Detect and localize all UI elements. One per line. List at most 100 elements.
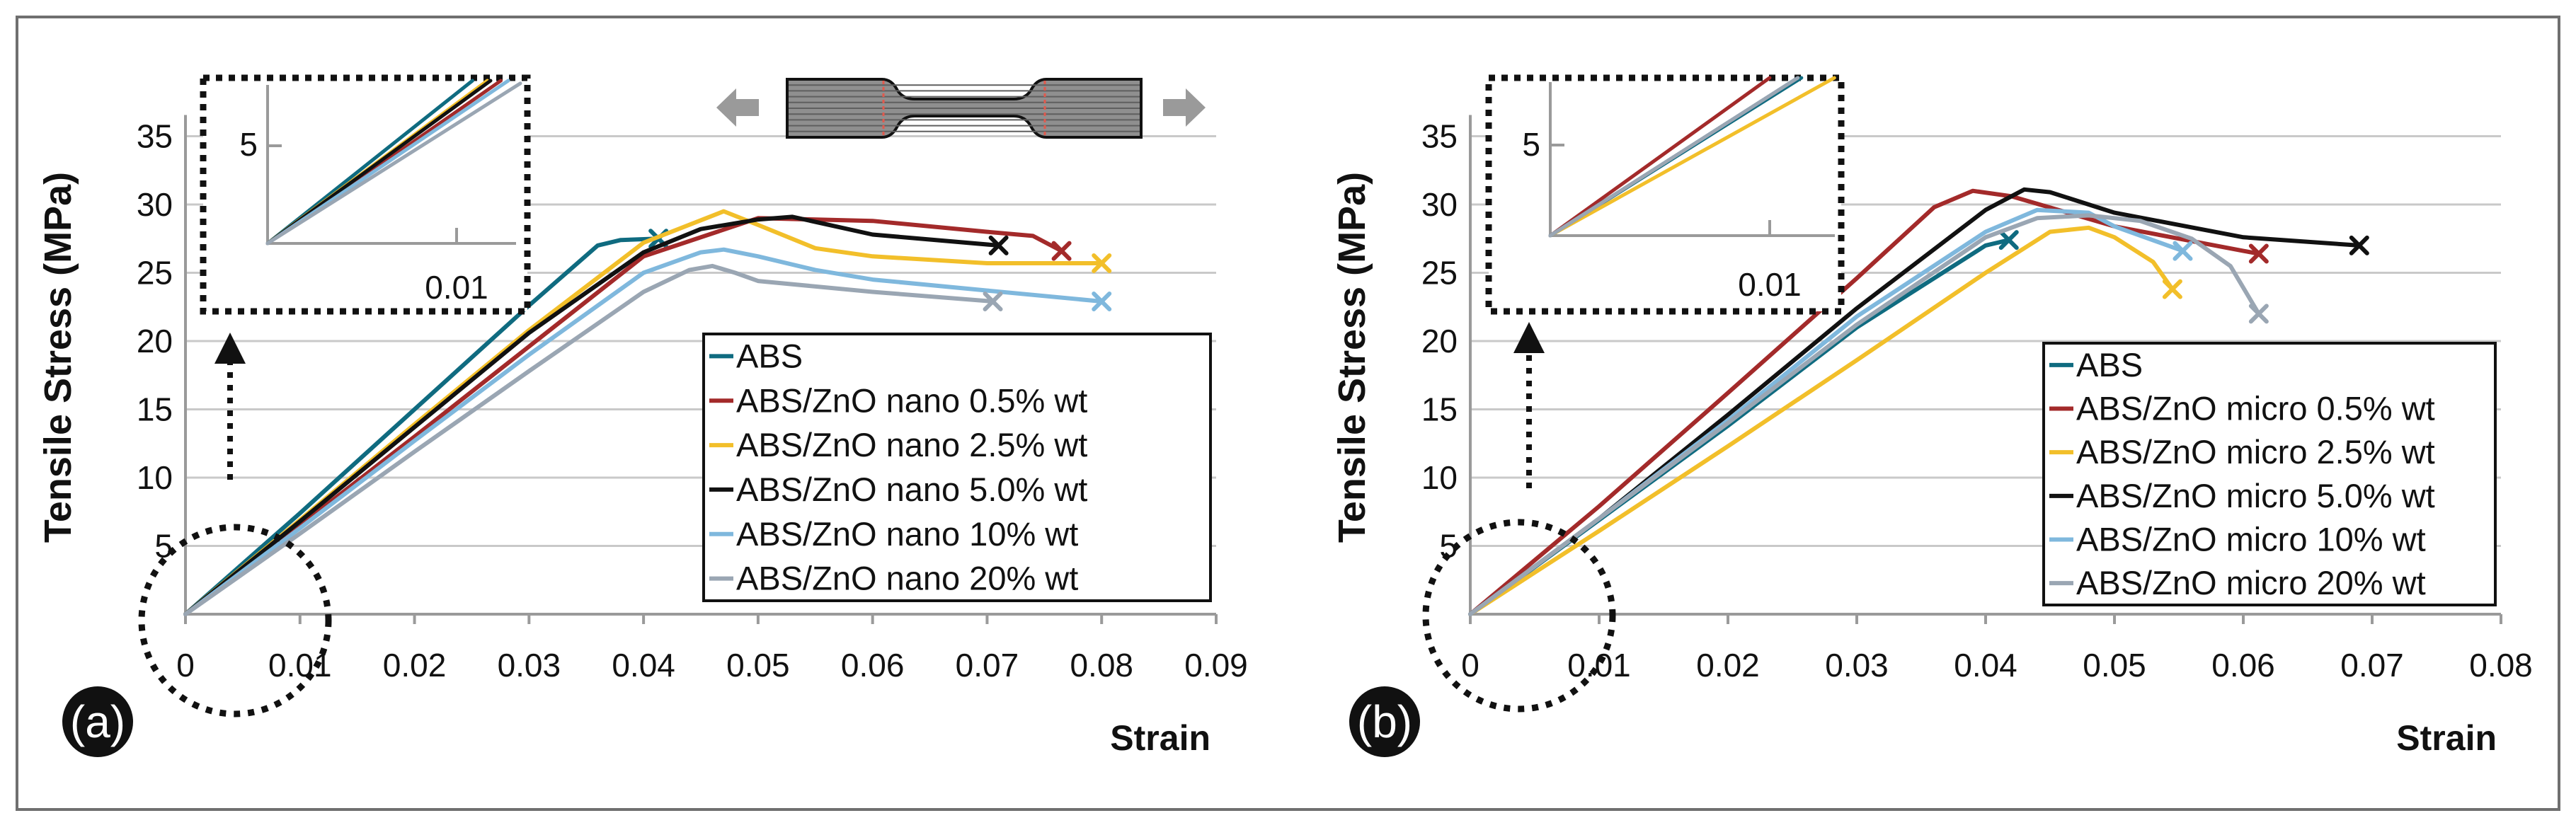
y-tick-label: 15 <box>1421 391 1458 428</box>
x-tick-label: 0.02 <box>1696 647 1760 684</box>
zoom-arrow-head <box>214 333 246 364</box>
x-tick-label: 0.03 <box>498 647 561 684</box>
break-marker-4 <box>1092 292 1112 312</box>
panel-a: 5 10 15 20 25 30 35 0 0.01 0.02 0.03 0.04 0.05 0.06 0.… <box>37 74 1248 758</box>
break-marker-2 <box>1092 253 1112 273</box>
series-line-5 <box>183 263 995 616</box>
break-marker-stroke <box>1092 253 1112 273</box>
inset-plot: 0.01 5 <box>1522 76 1836 303</box>
break-marker-stroke <box>2248 243 2269 264</box>
x-axis-label: Strain <box>1110 718 1210 758</box>
break-marker-4 <box>2173 241 2193 261</box>
legend-label-4: ABS/ZnO micro 10% wt <box>2076 521 2426 558</box>
y-axis-label: Tensile Stress (MPa) <box>37 172 79 543</box>
legend-label-3: ABS/ZnO micro 5.0% wt <box>2076 477 2435 514</box>
y-tick-label: 35 <box>1421 118 1458 155</box>
y-tick-label: 25 <box>1421 255 1458 292</box>
zoom-arrow-head <box>1513 322 1545 353</box>
break-marker-3 <box>988 235 1009 255</box>
x-tick-label: 0.01 <box>1567 647 1631 684</box>
inset-series-line-1 <box>1548 76 1772 238</box>
break-marker-stroke <box>2173 241 2193 261</box>
x-tick-label: 0 <box>176 647 195 684</box>
y-tick-label: 5 <box>154 528 173 565</box>
break-marker-stroke <box>983 292 1003 312</box>
inset-plot: 0.01 5 <box>239 79 522 306</box>
legend-label-1: ABS/ZnO nano 0.5% wt <box>736 381 1087 419</box>
legend-label-3: ABS/ZnO nano 5.0% wt <box>736 471 1087 508</box>
y-tick-label: 25 <box>137 255 173 292</box>
y-tick-label: 10 <box>1421 459 1458 496</box>
legend-label-0: ABS <box>2076 346 2143 384</box>
legend-box <box>702 333 1212 602</box>
inset-frame <box>1485 74 1845 315</box>
panel-label: (a) <box>70 696 125 747</box>
panel-label-badge <box>1349 686 1420 757</box>
break-marker-1 <box>1051 241 1072 261</box>
legend: ABS ABS/ZnO micro 0.5% wt ABS/ZnO micro 2.… <box>2042 342 2497 606</box>
break-marker-stroke <box>1998 230 2019 250</box>
panel-b: 5 10 15 20 25 30 35 0 0.01 0.02 0.03 0.04 0.05 0.06 0.… <box>1331 74 2533 758</box>
y-axis-label: Tensile Stress (MPa) <box>1331 172 1373 543</box>
legend: ABS ABS/ZnO nano 0.5% wt ABS/ZnO nano 2.5%… <box>702 333 1212 602</box>
legend-box <box>2042 342 2497 606</box>
series-line-3 <box>183 214 1001 616</box>
series-line-2 <box>1468 225 2175 616</box>
panel-label: (b) <box>1357 696 1412 747</box>
x-tick-label: 0.07 <box>956 647 1019 684</box>
inset-x-tick-label: 0.01 <box>425 269 488 306</box>
y-tick-label: 20 <box>1421 323 1458 359</box>
x-tick-label: 0.08 <box>2469 647 2533 684</box>
inset-y-tick-label: 5 <box>239 126 258 163</box>
inset-x-tick-label: 0.01 <box>1738 266 1802 303</box>
break-marker-5 <box>983 292 1003 312</box>
y-tick-label: 30 <box>1421 186 1458 223</box>
pull-arrow-left-icon <box>716 88 759 127</box>
x-axis-label: Strain <box>2396 718 2497 758</box>
series-line-3 <box>1468 187 2362 616</box>
legend-label-5: ABS/ZnO nano 20% wt <box>736 560 1078 597</box>
inset-series-line-5 <box>265 81 522 246</box>
break-marker-0 <box>1998 230 2019 250</box>
y-tick-label: 35 <box>137 118 173 155</box>
pull-arrow-right-icon <box>1163 88 1206 127</box>
break-marker-stroke <box>2248 304 2269 324</box>
series-line-1 <box>183 216 1064 616</box>
x-tick-label: 0 <box>1461 647 1479 684</box>
break-marker-1 <box>2248 243 2269 264</box>
legend-label-4: ABS/ZnO nano 10% wt <box>736 515 1078 553</box>
break-marker-3 <box>2349 235 2369 255</box>
inset-y-tick-label: 5 <box>1522 126 1540 163</box>
y-tick-label: 30 <box>137 186 173 223</box>
x-tick-label: 0.05 <box>2083 647 2146 684</box>
zoom-region-circle <box>1422 519 1616 713</box>
x-tick-label: 0.09 <box>1184 647 1248 684</box>
x-tick-label: 0.04 <box>612 647 675 684</box>
break-marker-stroke <box>1092 292 1112 312</box>
x-tick-label: 0.03 <box>1825 647 1889 684</box>
break-marker-stroke <box>988 235 1009 255</box>
y-tick-label: 20 <box>137 323 173 359</box>
tensile-specimen-diagram <box>716 78 1206 139</box>
break-marker-stroke <box>2349 235 2369 255</box>
panel-label-badge <box>62 686 133 757</box>
x-tick-label: 0.06 <box>841 647 905 684</box>
x-tick-label: 0.08 <box>1070 647 1133 684</box>
legend-label-5: ABS/ZnO micro 20% wt <box>2076 564 2426 601</box>
break-marker-stroke <box>1051 241 1072 261</box>
legend-label-2: ABS/ZnO nano 2.5% wt <box>736 426 1087 463</box>
break-marker-2 <box>2162 279 2182 299</box>
break-marker-stroke <box>2162 279 2182 299</box>
x-tick-label: 0.04 <box>1954 647 2017 684</box>
zoom-region-circle <box>138 524 332 717</box>
x-tick-label: 0.06 <box>2211 647 2275 684</box>
legend-label-0: ABS <box>736 337 803 374</box>
y-tick-label: 15 <box>137 391 173 428</box>
x-tick-label: 0.05 <box>726 647 790 684</box>
y-tick-label: 10 <box>137 459 173 496</box>
inset-series-line-2 <box>1548 76 1836 238</box>
x-tick-label: 0.07 <box>2340 647 2404 684</box>
series-line-4 <box>183 247 1104 616</box>
x-tick-label: 0.02 <box>383 647 447 684</box>
